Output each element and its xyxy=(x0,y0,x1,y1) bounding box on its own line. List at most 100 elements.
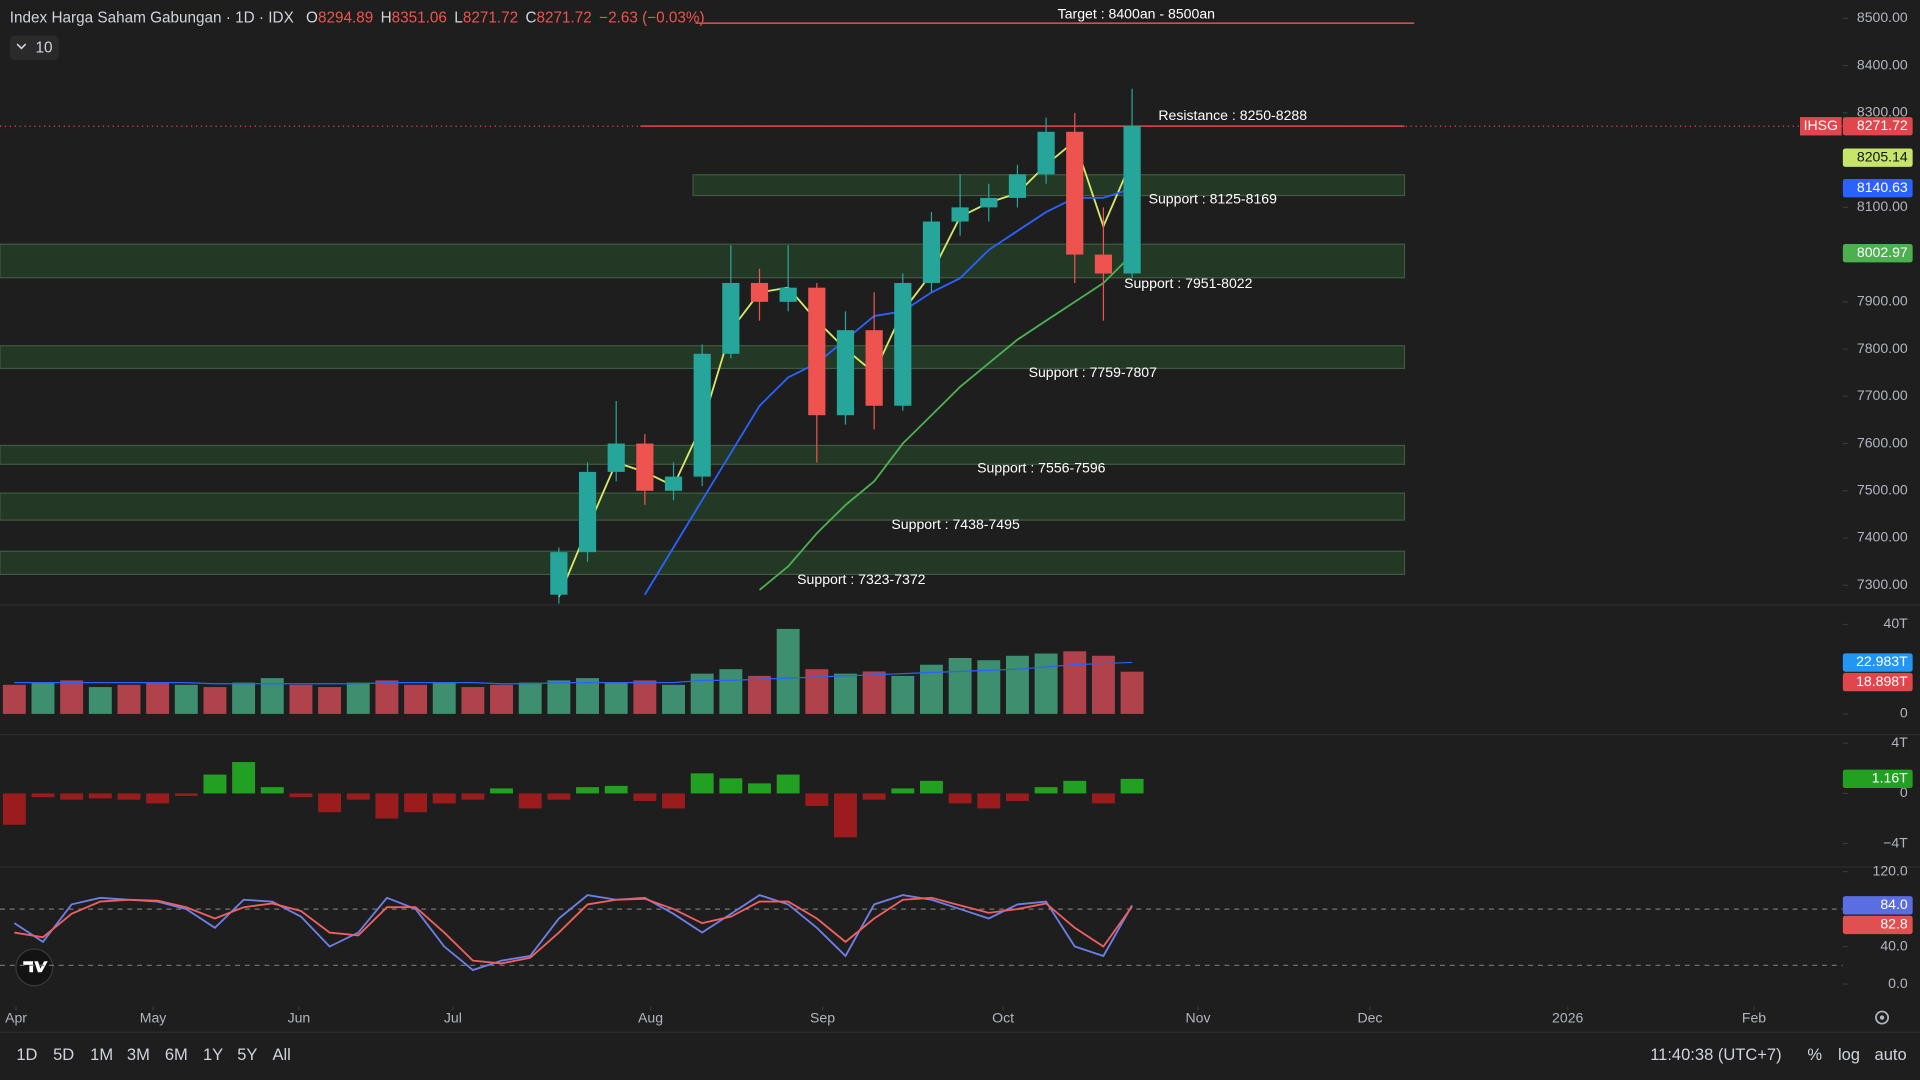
bar xyxy=(776,774,800,794)
y-axis-3: 120.0 40.0 0.0 xyxy=(1842,862,1908,991)
support-zone xyxy=(0,243,1406,279)
y-tick-label: 7300.00 xyxy=(1857,576,1908,592)
bar xyxy=(1005,655,1029,714)
y-tick-label: 0 xyxy=(1900,705,1908,721)
candle-body xyxy=(1094,254,1113,274)
bar xyxy=(919,664,943,714)
bar xyxy=(919,780,943,794)
range-button[interactable]: 3M xyxy=(127,1045,150,1064)
badge-bg xyxy=(1842,178,1913,198)
volume-average xyxy=(14,661,1133,685)
open-label: O xyxy=(306,9,318,26)
x-tick-label: Nov xyxy=(1185,1009,1210,1025)
bar xyxy=(1120,778,1144,794)
candle-body xyxy=(922,221,941,283)
title: Index Harga Saham Gabungan · 1D · IDX xyxy=(10,9,294,26)
log-toggle[interactable]: log xyxy=(1838,1045,1860,1064)
bar xyxy=(547,793,571,800)
annotations: Support : 8125-8169 Support : 7951-8022 Su… xyxy=(797,5,1307,587)
bar xyxy=(1120,671,1144,714)
indicator-toggle[interactable]: 10 xyxy=(9,35,59,60)
bar xyxy=(117,684,141,714)
y-tick-label: 40.0 xyxy=(1880,937,1908,953)
x-tick-label: Oct xyxy=(992,1009,1014,1025)
y-tick-label: 7600.00 xyxy=(1857,434,1908,450)
bar xyxy=(1091,655,1115,714)
x-tick-label: Aug xyxy=(638,1009,663,1025)
auto-toggle[interactable]: auto xyxy=(1875,1045,1907,1064)
bar xyxy=(1034,653,1058,714)
bar xyxy=(60,680,84,714)
high-label: H xyxy=(381,9,392,26)
zone-label: Support : 7556-7596 xyxy=(977,460,1106,476)
y-tick-label: 7800.00 xyxy=(1857,340,1908,356)
open: 8294.89 xyxy=(318,9,373,26)
bar xyxy=(88,687,112,714)
bar xyxy=(776,628,800,714)
range-button[interactable]: 1M xyxy=(90,1045,113,1064)
low-label: L xyxy=(454,9,463,26)
x-tick-label: Sep xyxy=(810,1009,835,1025)
zone-label: Support : 7951-8022 xyxy=(1124,275,1253,291)
range-button[interactable]: 5Y xyxy=(237,1045,257,1064)
candle-body xyxy=(664,476,683,491)
badge-label: 82.8 xyxy=(1880,916,1908,932)
range-button[interactable]: 1D xyxy=(16,1045,37,1064)
candle-body xyxy=(750,282,769,302)
price-badges-1: 22.983T 18.898T xyxy=(1842,653,1913,692)
gear[interactable] xyxy=(1875,1010,1890,1025)
chevron[interactable] xyxy=(16,43,27,50)
bar xyxy=(31,682,55,714)
range-button[interactable]: All xyxy=(272,1045,290,1064)
x-tick-label: Jul xyxy=(444,1009,462,1025)
candle-body xyxy=(693,353,711,477)
bar xyxy=(1034,787,1058,794)
y-tick-label: 7900.00 xyxy=(1857,293,1908,309)
badge-name-bg xyxy=(1800,117,1842,136)
range-button[interactable]: 5D xyxy=(53,1045,74,1064)
price-badges-3: 84.0 82.8 xyxy=(1842,896,1913,935)
badge-name: IHSG xyxy=(1804,117,1838,133)
range-button[interactable]: 1Y xyxy=(203,1045,223,1064)
bar xyxy=(289,684,313,714)
bar xyxy=(977,793,1001,809)
bar xyxy=(633,793,657,801)
oscillator-line xyxy=(13,894,1133,972)
indicator-count[interactable]: 10 xyxy=(36,39,53,56)
percent-toggle[interactable]: % xyxy=(1807,1045,1822,1064)
range-button[interactable]: 6M xyxy=(165,1045,188,1064)
bar xyxy=(834,793,857,838)
bar xyxy=(690,673,714,714)
badge-bg xyxy=(1842,244,1913,263)
bar xyxy=(2,793,26,825)
bar xyxy=(260,678,284,714)
bar xyxy=(862,793,886,800)
candle-body xyxy=(722,282,740,354)
bar xyxy=(604,682,628,714)
bar xyxy=(117,793,141,800)
y-tick-label: 8500.00 xyxy=(1857,9,1908,25)
gear-center[interactable] xyxy=(1879,1015,1885,1020)
bar xyxy=(490,684,514,714)
y-tick-label: 8300.00 xyxy=(1857,104,1908,120)
candle-body xyxy=(951,207,969,222)
badge-bg xyxy=(1842,653,1913,672)
bar xyxy=(719,778,743,794)
candle-body xyxy=(578,471,597,553)
toggle-bg[interactable] xyxy=(9,35,59,60)
bar xyxy=(576,787,600,794)
zone-label: Support : 7323-7372 xyxy=(797,571,926,587)
y-tick-label: 0.0 xyxy=(1888,975,1908,991)
logo-mark xyxy=(23,961,48,973)
pane-separators xyxy=(0,604,1920,1033)
logo-circle xyxy=(15,948,54,987)
bar xyxy=(948,793,972,804)
bar xyxy=(576,678,600,714)
tv-logo xyxy=(15,948,54,987)
bar xyxy=(461,793,485,800)
candle-body xyxy=(636,443,654,491)
bar xyxy=(461,687,485,714)
y-tick-label: 8100.00 xyxy=(1857,198,1908,214)
settings[interactable] xyxy=(1875,1010,1890,1025)
support-zone xyxy=(0,492,1406,521)
